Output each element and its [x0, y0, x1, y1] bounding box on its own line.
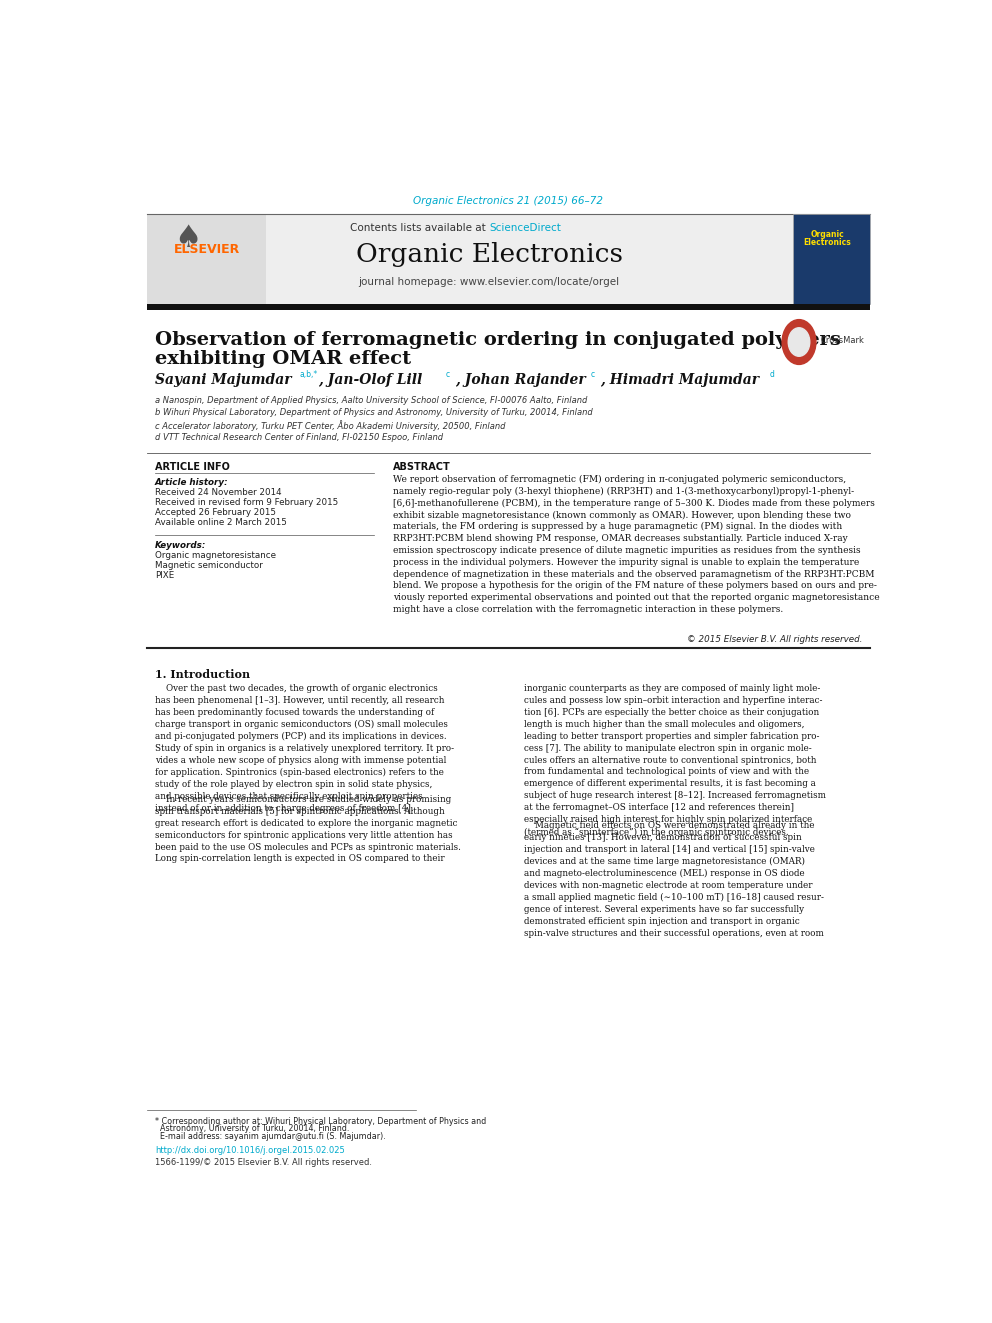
- Text: 1566-1199/© 2015 Elsevier B.V. All rights reserved.: 1566-1199/© 2015 Elsevier B.V. All right…: [155, 1158, 372, 1167]
- Text: E-mail address: sayanim ajumdar@utu.fi (S. Majumdar).: E-mail address: sayanim ajumdar@utu.fi (…: [155, 1132, 386, 1140]
- Text: Organic: Organic: [810, 230, 844, 238]
- Text: * Corresponding author at: Wihuri Physical Laboratory, Department of Physics and: * Corresponding author at: Wihuri Physic…: [155, 1117, 486, 1126]
- Text: Magnetic field effects on OS were demonstrated already in the
early nineties [13: Magnetic field effects on OS were demons…: [524, 822, 823, 938]
- Text: ScienceDirect: ScienceDirect: [489, 222, 561, 233]
- Text: Organic Electronics: Organic Electronics: [356, 242, 623, 267]
- Text: Over the past two decades, the growth of organic electronics
has been phenomenal: Over the past two decades, the growth of…: [155, 684, 454, 812]
- Text: ABSTRACT: ABSTRACT: [393, 462, 450, 472]
- Text: exhibiting OMAR effect: exhibiting OMAR effect: [155, 349, 411, 368]
- Circle shape: [782, 320, 815, 364]
- Text: b Wihuri Physical Laboratory, Department of Physics and Astronomy, University of: b Wihuri Physical Laboratory, Department…: [155, 409, 592, 417]
- Text: We report observation of ferromagnetic (FM) ordering in π-conjugated polymeric s: We report observation of ferromagnetic (…: [393, 475, 880, 614]
- Text: Organic magnetoresistance: Organic magnetoresistance: [155, 552, 276, 561]
- FancyBboxPatch shape: [793, 214, 870, 303]
- Text: PIXE: PIXE: [155, 572, 174, 581]
- Text: Astronomy, University of Turku, 20014, Finland.: Astronomy, University of Turku, 20014, F…: [155, 1125, 349, 1134]
- Text: http://dx.doi.org/10.1016/j.orgel.2015.02.025: http://dx.doi.org/10.1016/j.orgel.2015.0…: [155, 1146, 344, 1155]
- Text: Organic Electronics 21 (2015) 66–72: Organic Electronics 21 (2015) 66–72: [414, 196, 603, 205]
- Circle shape: [789, 328, 809, 356]
- FancyBboxPatch shape: [147, 214, 266, 303]
- FancyBboxPatch shape: [147, 214, 870, 303]
- Text: Article history:: Article history:: [155, 479, 228, 487]
- Text: journal homepage: www.elsevier.com/locate/orgel: journal homepage: www.elsevier.com/locat…: [359, 278, 620, 287]
- Text: Contents lists available at: Contents lists available at: [350, 222, 489, 233]
- Text: Electronics: Electronics: [804, 238, 851, 247]
- Text: Magnetic semiconductor: Magnetic semiconductor: [155, 561, 263, 570]
- Text: d: d: [770, 369, 775, 378]
- Text: CrossMark: CrossMark: [820, 336, 864, 345]
- Text: , Himadri Majumdar: , Himadri Majumdar: [600, 373, 759, 386]
- Text: ELSEVIER: ELSEVIER: [174, 243, 240, 257]
- Text: c: c: [590, 369, 595, 378]
- Text: , Jan-Olof Lill: , Jan-Olof Lill: [317, 373, 422, 386]
- Text: Observation of ferromagnetic ordering in conjugated polymers: Observation of ferromagnetic ordering in…: [155, 331, 840, 349]
- Text: a Nanospin, Department of Applied Physics, Aalto University School of Science, F: a Nanospin, Department of Applied Physic…: [155, 396, 587, 405]
- Text: 1. Introduction: 1. Introduction: [155, 668, 250, 680]
- Text: c: c: [445, 369, 449, 378]
- Text: Received 24 November 2014: Received 24 November 2014: [155, 488, 282, 497]
- Text: , Johan Rajander: , Johan Rajander: [454, 373, 585, 386]
- FancyBboxPatch shape: [147, 303, 870, 310]
- Text: In recent years semiconductors are studied widely as promising
spin transport ma: In recent years semiconductors are studi…: [155, 795, 460, 864]
- Text: inorganic counterparts as they are composed of mainly light mole-
cules and poss: inorganic counterparts as they are compo…: [524, 684, 825, 836]
- Text: Received in revised form 9 February 2015: Received in revised form 9 February 2015: [155, 499, 338, 507]
- Text: c Accelerator laboratory, Turku PET Center, Åbo Akademi University, 20500, Finla: c Accelerator laboratory, Turku PET Cent…: [155, 421, 505, 431]
- Text: © 2015 Elsevier B.V. All rights reserved.: © 2015 Elsevier B.V. All rights reserved…: [686, 635, 862, 643]
- Text: d VTT Technical Research Center of Finland, FI-02150 Espoo, Finland: d VTT Technical Research Center of Finla…: [155, 433, 442, 442]
- Text: Keywords:: Keywords:: [155, 541, 206, 550]
- Text: Available online 2 March 2015: Available online 2 March 2015: [155, 519, 287, 528]
- Text: ARTICLE INFO: ARTICLE INFO: [155, 462, 229, 472]
- Text: Sayani Majumdar: Sayani Majumdar: [155, 373, 292, 386]
- Text: a,b,*: a,b,*: [300, 369, 317, 378]
- Text: Accepted 26 February 2015: Accepted 26 February 2015: [155, 508, 276, 517]
- Text: $\spadesuit$: $\spadesuit$: [174, 224, 198, 253]
